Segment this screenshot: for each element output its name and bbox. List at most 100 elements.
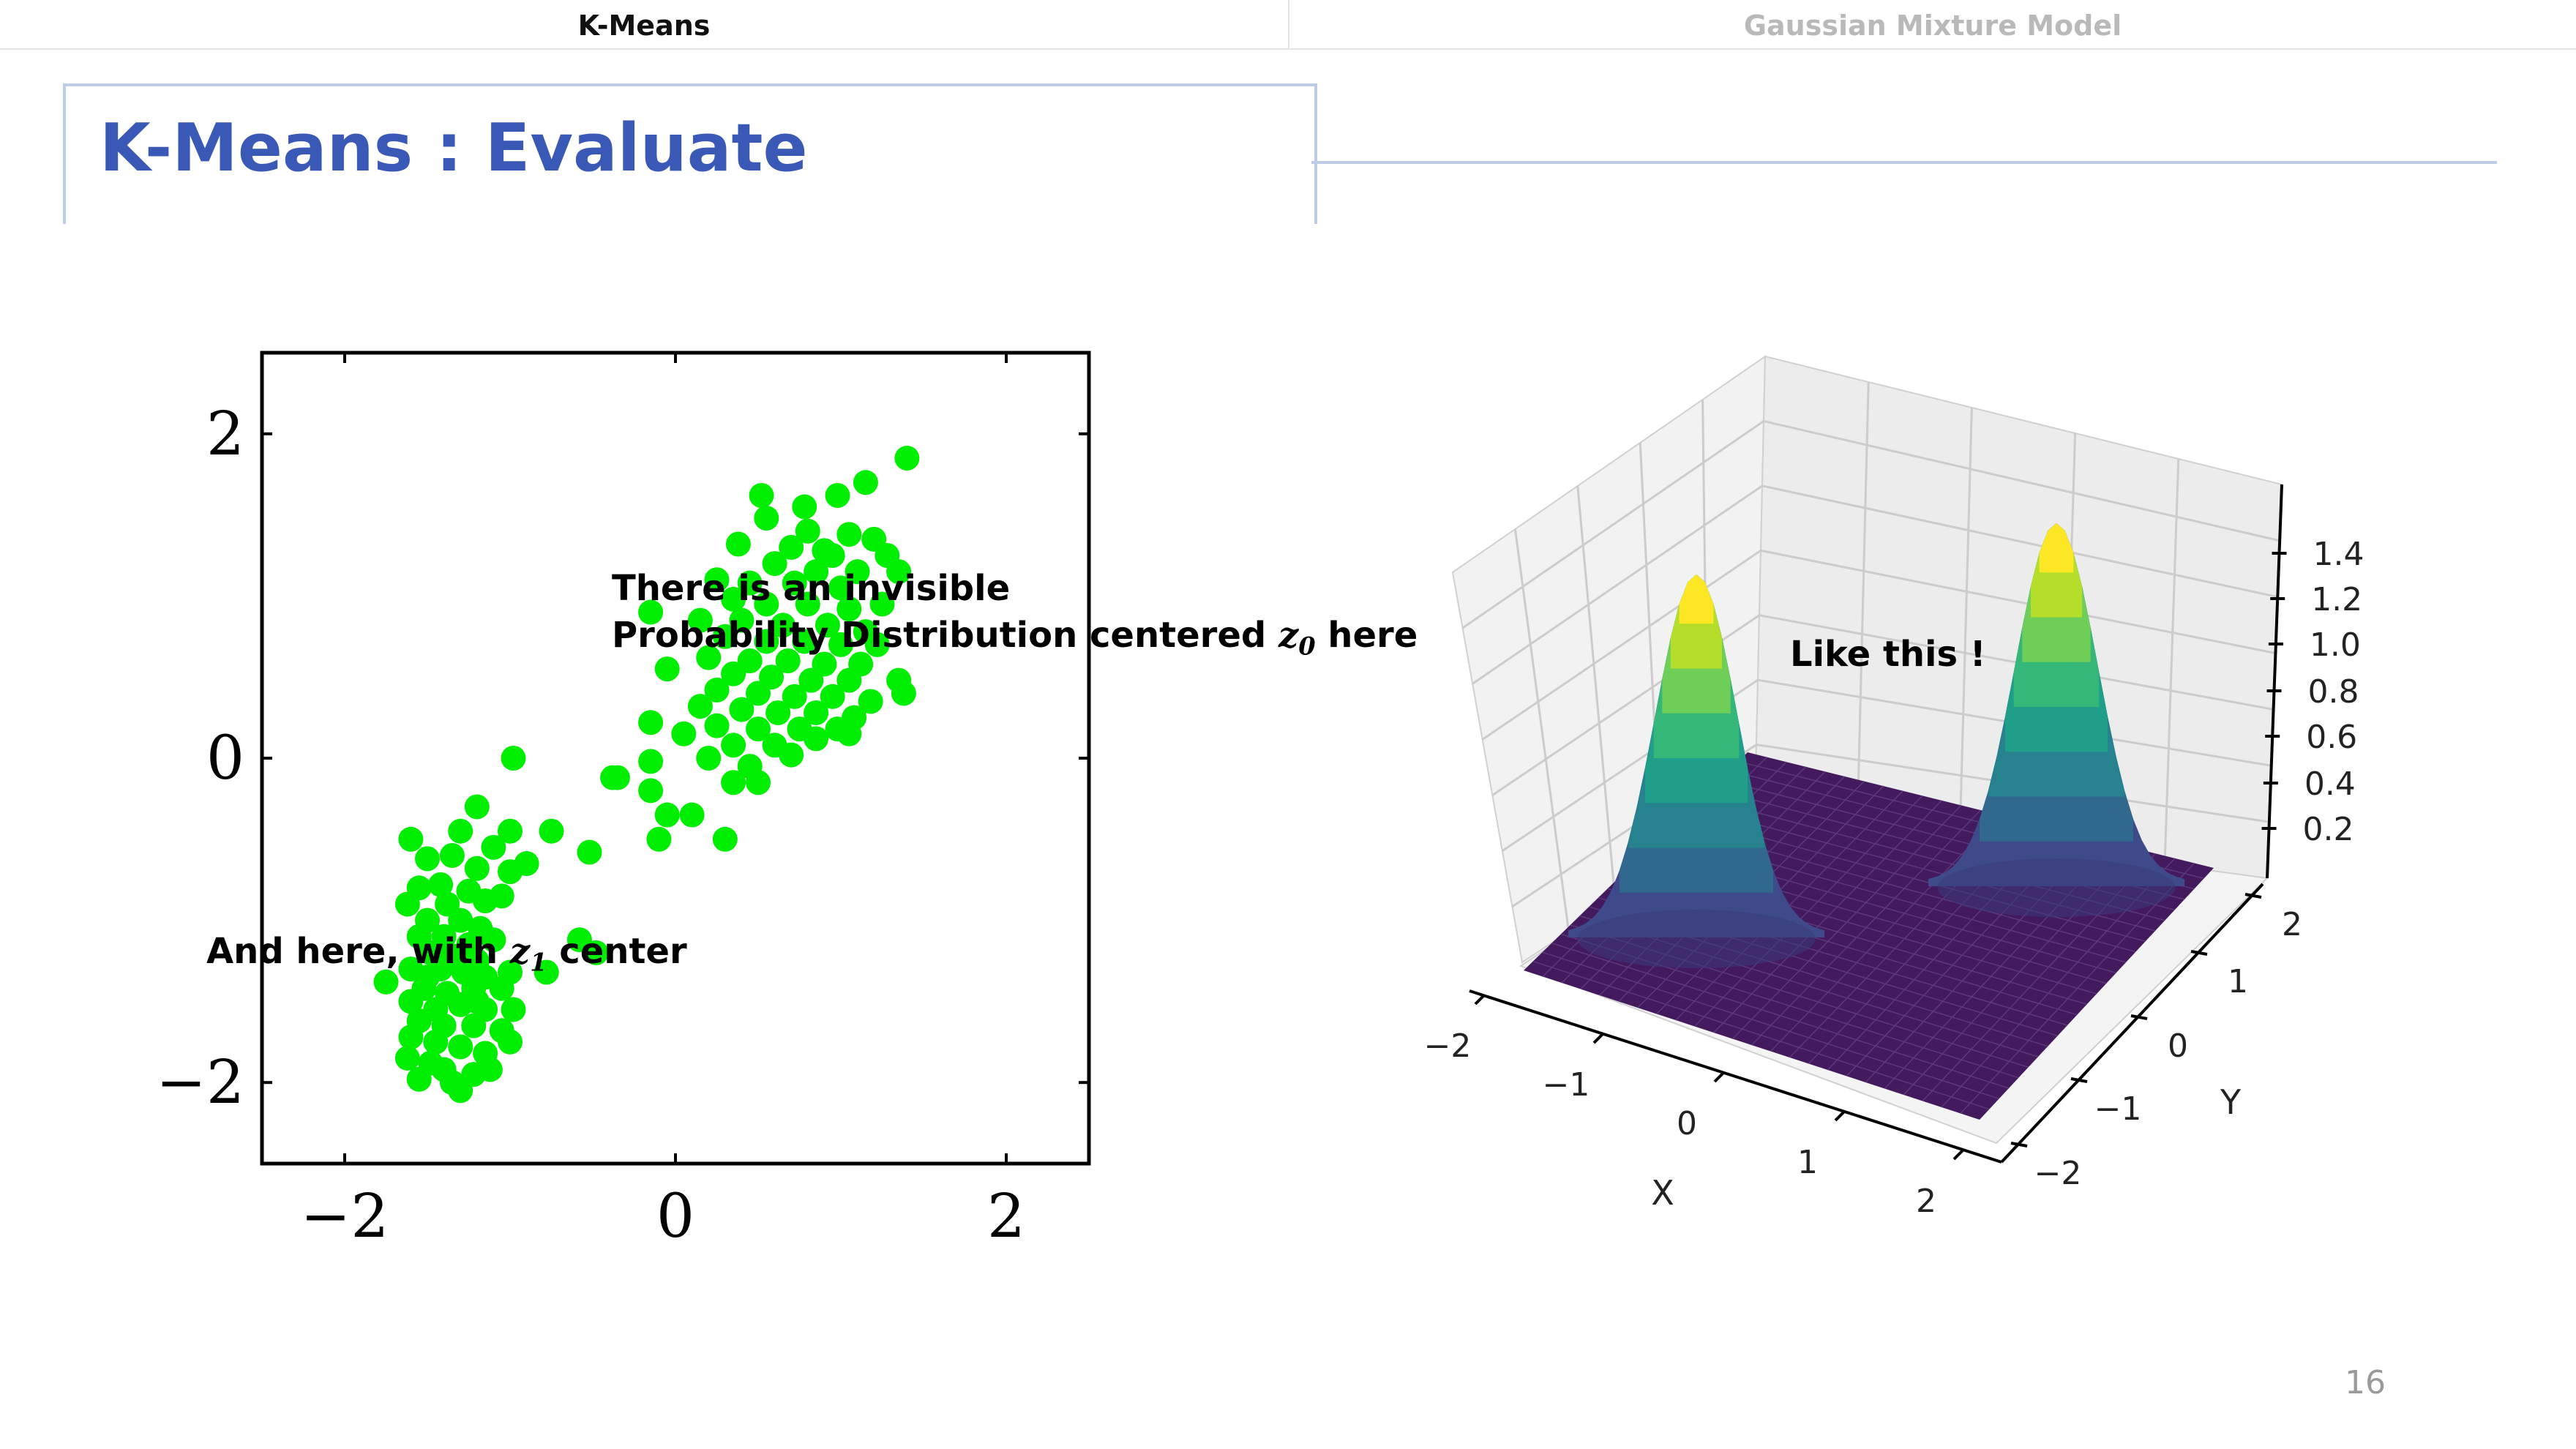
title-frame [63,83,1317,224]
scatter-point [869,591,895,617]
scatter-point [704,677,730,703]
peak-left-band [1679,574,1714,624]
scatter-point [762,551,787,577]
scatter-point [858,689,883,714]
scatter-point [779,742,804,768]
annotation-z1: And here, with z1 center [206,931,687,977]
y-axis-tick-label: −1 [2094,1090,2142,1128]
scatter-point [461,1013,487,1038]
annotation-z0-line2: Probability Distribution centered z0 her… [612,615,1418,661]
x-axis-tick [1474,994,1486,1006]
y-axis-line [2000,883,2264,1164]
scatter-point [820,684,845,709]
y-tick-label: 0 [206,724,244,793]
scatter-point [775,648,801,674]
scatter-point [704,713,730,738]
scatter-point [600,765,626,790]
scatter-point [638,599,664,625]
scatter-point [725,531,751,557]
scatter-point [687,607,713,633]
scatter-point [721,733,746,758]
scatter-point [804,726,829,752]
scatter-point [891,681,916,706]
x-axis-tick [1952,1149,1964,1161]
scatter-point [721,586,746,612]
scatter-point [464,855,490,881]
annotation-z1-text-b: center [547,931,687,972]
scatter-point [836,667,862,693]
x-axis-tick [1834,1110,1846,1122]
scatter-point [712,624,738,649]
x-axis-tick-label: −1 [1543,1066,1590,1104]
scatter-point [704,567,730,593]
scatter-axis-ticks: −2 0 2 −2 0 2 [156,353,1089,1251]
scatter-point [792,629,817,654]
scatter-point [825,483,850,509]
scatter-point [894,446,920,471]
scatter-point [638,749,664,774]
scatter-point [498,859,523,885]
scatter-point [696,645,722,670]
y-axis-tick-label: 2 [2282,906,2302,943]
scatter-point [423,1029,449,1055]
scatter-point [770,613,795,638]
peak-right-band [2039,523,2074,573]
scatter-point [477,1057,503,1082]
scatter-point [671,721,697,746]
y-tick-label: 2 [206,400,244,469]
scatter-point [804,559,829,585]
scatter-point [828,632,853,657]
y-axis-tick-label: 1 [2228,963,2248,1000]
scatter-point [464,989,490,1014]
z-axis-tick-label: 1.0 [2310,626,2361,664]
scatter-point [398,1025,424,1050]
scatter-point [712,826,738,852]
annotation-like-this: Like this ! [1790,634,1986,675]
scatter-point [886,559,912,585]
scatter-point [754,506,779,531]
x-axis-tick [1713,1071,1725,1083]
x-axis-tick-label: 0 [1677,1105,1697,1142]
scatter-point [836,596,862,622]
grid-line [1958,407,1973,837]
scatter-point [754,591,779,617]
x-axis-label: X [1651,1173,1674,1213]
peak-left-base [1577,910,1816,968]
grid-line [1576,485,1617,902]
y-axis-tick-label: −2 [2034,1155,2082,1192]
x-axis-tick [1592,1033,1604,1044]
z-axis-line [2266,484,2283,879]
scatter-point [679,802,705,828]
grid-line [1513,528,1570,932]
tab-k-means[interactable]: K-Means [577,10,711,42]
scatter-point [415,846,440,872]
scatter-point [795,591,820,617]
grid-line [1481,549,2276,741]
scatter-point [696,746,722,771]
scatter-point [782,570,807,596]
scatter-point [795,518,820,544]
scatter-point [721,770,746,795]
tab-gaussian-mixture-model[interactable]: Gaussian Mixture Model [1743,10,2122,42]
scatter-point [836,721,862,746]
grid-line [2163,458,2180,865]
scatter-point [687,694,713,719]
scatter-point [448,1078,473,1104]
scatter-point [853,470,878,495]
x-tick-label: 0 [656,1182,694,1251]
scatter-point [746,716,771,742]
scatter-point [398,826,424,852]
scatter-point [481,834,506,860]
scatter-point [473,888,498,914]
peak-right-base [1937,858,2176,917]
x-tick-label: −2 [301,1182,389,1251]
scatter-point [804,700,829,725]
scatter-point [439,842,465,868]
scatter-point [398,989,424,1014]
scatter-point [746,770,771,795]
scatter-point [828,575,853,601]
scatter-point [428,872,454,897]
scatter-point [792,494,817,520]
y-axis-tick-label: 0 [2168,1027,2188,1065]
